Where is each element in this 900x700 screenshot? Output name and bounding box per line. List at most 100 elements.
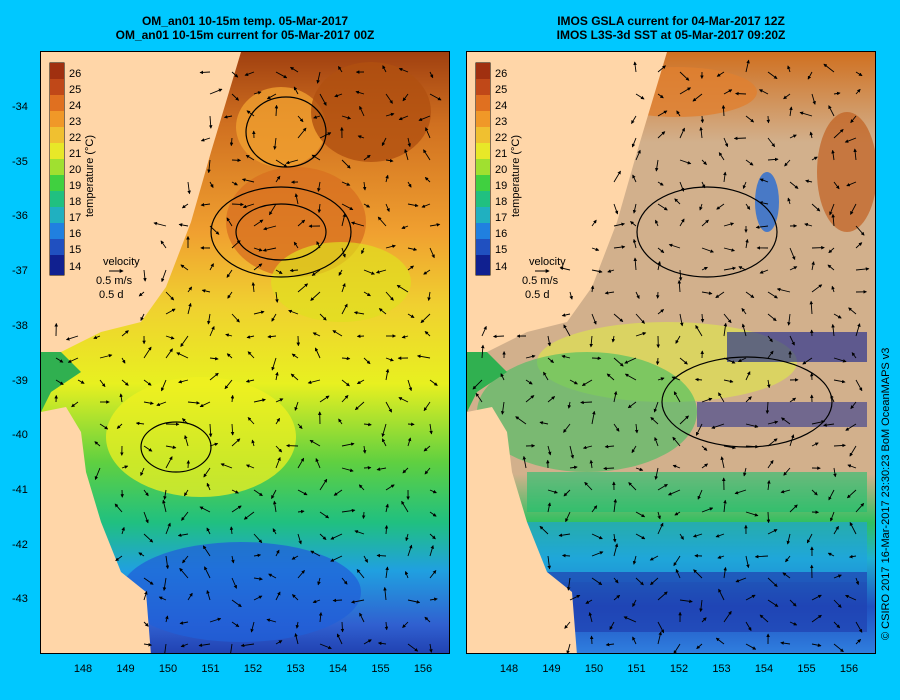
current-vector-arrow: [613, 391, 618, 403]
current-vector-arrow: [230, 423, 235, 436]
current-vector-arrow: [330, 555, 343, 562]
current-vector-arrow: [429, 511, 437, 517]
current-vector-arrow: [385, 484, 395, 491]
current-vector-arrow: [341, 394, 349, 403]
current-vector-arrow: [767, 599, 779, 607]
current-vector-arrow: [231, 240, 241, 249]
current-vector-arrow: [184, 489, 189, 497]
current-vector-arrow: [275, 291, 279, 303]
current-vector-arrow: [720, 456, 725, 469]
current-vector-arrow: [251, 439, 255, 447]
current-vector-arrow: [429, 570, 437, 579]
current-vector-arrow: [780, 489, 791, 494]
current-vector-arrow: [119, 393, 123, 403]
current-vector-arrow: [297, 115, 304, 123]
current-vector-arrow: [635, 467, 644, 472]
current-vector-arrow: [330, 533, 343, 540]
current-vector-arrow: [359, 105, 365, 117]
current-vector-arrow: [291, 353, 299, 359]
current-vector-arrow: [294, 193, 299, 205]
current-vector-arrow: [158, 596, 167, 601]
current-vector-arrow: [272, 528, 277, 535]
current-vector-arrow: [293, 86, 299, 95]
current-vector-arrow: [700, 313, 705, 323]
current-vector-arrow: [759, 178, 769, 183]
current-vector-arrow: [806, 533, 813, 544]
current-vector-arrow: [657, 511, 661, 520]
current-vector-arrow: [417, 354, 431, 359]
current-vector-arrow: [269, 203, 277, 216]
latitude-tick: -43: [12, 593, 28, 606]
current-vector-arrow: [823, 63, 835, 73]
current-vector-arrow: [363, 357, 371, 365]
current-vector-arrow: [745, 423, 759, 428]
current-vector-arrow: [135, 421, 145, 426]
current-vector-arrow: [180, 264, 189, 271]
current-vector-arrow: [384, 525, 389, 535]
current-vector-arrow: [338, 65, 343, 73]
current-vector-arrow: [500, 373, 505, 381]
current-vector-arrow: [271, 313, 277, 322]
current-vector-arrow: [767, 529, 778, 535]
current-vector-arrow: [829, 511, 835, 522]
current-vector-arrow: [398, 115, 409, 121]
current-vector-arrow: [700, 115, 705, 124]
current-vector-arrow: [767, 577, 778, 588]
current-vector-arrow: [407, 247, 418, 252]
current-vector-arrow: [853, 148, 857, 161]
current-vector-arrow: [849, 554, 857, 559]
current-vector-arrow: [341, 467, 354, 473]
current-vector-arrow: [275, 159, 288, 168]
current-vector-arrow: [828, 247, 835, 254]
current-vector-arrow: [121, 465, 129, 469]
current-vector-arrow: [605, 642, 615, 647]
current-vector-arrow: [310, 291, 321, 301]
current-vector-arrow: [231, 577, 237, 589]
current-vector-arrow: [231, 555, 235, 564]
current-vector-arrow: [357, 135, 365, 139]
current-vector-arrow: [679, 181, 685, 192]
current-vector-arrow: [247, 351, 255, 359]
current-vector-arrow: [253, 533, 263, 544]
current-vector-arrow: [480, 344, 485, 359]
left-velocity-scale: 0.5 m/s: [96, 275, 133, 287]
cb-tick: 22: [495, 132, 507, 144]
current-vector-arrow: [855, 71, 863, 77]
current-vector-arrow: [209, 325, 215, 337]
cb-tick: 19: [69, 180, 81, 192]
current-vector-arrow: [266, 93, 277, 100]
current-vector-arrow: [381, 438, 387, 447]
current-vector-arrow: [247, 417, 255, 425]
current-vector-arrow: [674, 511, 681, 516]
current-vector-arrow: [208, 423, 213, 438]
current-vector-arrow: [674, 198, 681, 205]
current-vector-arrow: [143, 346, 152, 359]
current-vector-arrow: [55, 379, 64, 385]
current-vector-arrow: [776, 287, 791, 293]
current-vector-arrow: [766, 115, 771, 124]
current-vector-arrow: [165, 348, 173, 359]
current-vector-arrow: [315, 458, 321, 469]
current-vector-arrow: [741, 307, 747, 315]
current-vector-arrow: [310, 550, 321, 557]
current-vector-arrow: [734, 489, 747, 495]
right-colorbar-label: temperature (°C): [510, 135, 522, 217]
current-vector-arrow: [787, 197, 791, 205]
current-vector-arrow: [297, 533, 302, 545]
current-vector-arrow: [603, 466, 615, 471]
current-vector-arrow: [338, 269, 343, 276]
cb-tick: 26: [495, 68, 507, 80]
current-vector-arrow: [354, 401, 365, 411]
current-vector-arrow: [99, 353, 113, 359]
current-vector-arrow: [716, 71, 725, 77]
current-vector-arrow: [407, 379, 413, 392]
current-vector-arrow: [566, 643, 571, 653]
current-vector-arrow: [396, 284, 409, 293]
current-vector-arrow: [525, 354, 536, 359]
current-vector-arrow: [307, 379, 321, 384]
current-vector-arrow: [811, 284, 823, 293]
current-vector-arrow: [55, 357, 64, 363]
current-vector-arrow: [209, 356, 219, 361]
current-vector-arrow: [341, 577, 348, 585]
current-vector-arrow: [319, 93, 327, 106]
